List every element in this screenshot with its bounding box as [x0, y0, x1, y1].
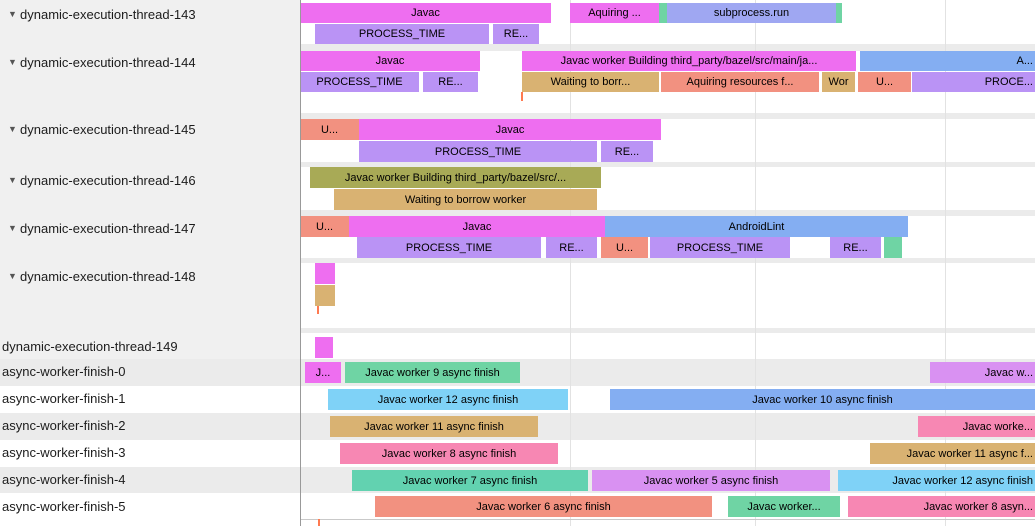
- time-gridline: [755, 0, 756, 526]
- trace-bar[interactable]: Waiting to borr...: [522, 72, 659, 92]
- trace-bar[interactable]: Javac worke...: [918, 416, 1035, 437]
- trace-bar[interactable]: Javac worker 8 asyn...: [848, 496, 1035, 517]
- track-label-row: async-worker-finish-2: [0, 416, 300, 434]
- trace-bar[interactable]: [315, 285, 335, 306]
- track-label-row[interactable]: ▼ dynamic-execution-thread-146: [0, 171, 300, 189]
- trace-bar[interactable]: Javac worker 11 async f...: [870, 443, 1035, 464]
- track-label: async-worker-finish-3: [2, 444, 126, 460]
- collapse-arrow-icon[interactable]: ▼: [8, 271, 17, 281]
- collapse-arrow-icon[interactable]: ▼: [8, 124, 17, 134]
- trace-bar[interactable]: PROCESS_TIME: [315, 24, 489, 44]
- track-label: dynamic-execution-thread-147: [20, 220, 196, 236]
- track-label: async-worker-finish-4: [2, 471, 126, 487]
- trace-bar[interactable]: Javac: [300, 51, 480, 71]
- trace-bar[interactable]: PROCESS_TIME: [357, 237, 541, 258]
- trace-bar[interactable]: [884, 237, 902, 258]
- trace-bar[interactable]: Javac w...: [930, 362, 1035, 383]
- row-stripe: [300, 258, 1035, 263]
- trace-bar[interactable]: U...: [858, 72, 911, 92]
- track-label: async-worker-finish-0: [2, 363, 126, 379]
- collapse-arrow-icon[interactable]: ▼: [8, 9, 17, 19]
- track-label: dynamic-execution-thread-148: [20, 268, 196, 284]
- instant-event-tick[interactable]: [317, 306, 319, 314]
- track-label: dynamic-execution-thread-145: [20, 121, 196, 137]
- row-stripe: [300, 210, 1035, 216]
- trace-bar[interactable]: RE...: [493, 24, 539, 44]
- track-label-row: async-worker-finish-4: [0, 470, 300, 488]
- track-label: dynamic-execution-thread-143: [20, 6, 196, 22]
- trace-bar[interactable]: [315, 263, 335, 284]
- instant-event-tick[interactable]: [318, 519, 320, 526]
- trace-bar[interactable]: Wor: [822, 72, 855, 92]
- time-gridline: [570, 0, 571, 526]
- track-label-row[interactable]: ▼ dynamic-execution-thread-144: [0, 53, 300, 71]
- trace-bar[interactable]: U...: [300, 216, 349, 237]
- trace-bar[interactable]: Javac worker 10 async finish: [610, 389, 1035, 410]
- trace-bar[interactable]: Javac worker 9 async finish: [345, 362, 520, 383]
- track-label-row: dynamic-execution-thread-149: [0, 337, 300, 355]
- trace-bar[interactable]: Aquiring resources f...: [661, 72, 819, 92]
- track-label-row: async-worker-finish-0: [0, 362, 300, 380]
- track-label-row[interactable]: ▼ dynamic-execution-thread-145: [0, 120, 300, 138]
- trace-bar[interactable]: PROCESS_TIME: [359, 141, 597, 162]
- track-label-row: async-worker-finish-5: [0, 497, 300, 515]
- left-panel-background: [0, 0, 300, 359]
- row-stripe: [300, 162, 1035, 167]
- trace-bar[interactable]: Javac worker...: [728, 496, 840, 517]
- track-label-row[interactable]: ▼ dynamic-execution-thread-143: [0, 5, 300, 23]
- trace-bar[interactable]: PROCESS_TIME: [300, 72, 419, 92]
- track-label: async-worker-finish-2: [2, 417, 126, 433]
- trace-bar[interactable]: Javac worker 5 async finish: [592, 470, 830, 491]
- row-stripe: [300, 44, 1035, 51]
- trace-bar[interactable]: RE...: [601, 141, 653, 162]
- track-label-row[interactable]: ▼ dynamic-execution-thread-148: [0, 267, 300, 285]
- trace-bar[interactable]: Javac: [359, 119, 661, 140]
- instant-event-tick[interactable]: [521, 92, 523, 101]
- time-gridline: [945, 0, 946, 526]
- track-label: async-worker-finish-1: [2, 390, 126, 406]
- trace-bar[interactable]: PROCE...: [912, 72, 1035, 92]
- trace-bar[interactable]: U...: [601, 237, 648, 258]
- trace-bar[interactable]: Waiting to borrow worker: [334, 189, 597, 210]
- row-stripe: [300, 113, 1035, 119]
- track-label: async-worker-finish-5: [2, 498, 126, 514]
- trace-bar[interactable]: Javac worker 11 async finish: [330, 416, 538, 437]
- trace-bar[interactable]: Javac worker 12 async finish: [328, 389, 568, 410]
- row-stripe: [300, 328, 1035, 333]
- track-label: dynamic-execution-thread-146: [20, 172, 196, 188]
- track-label-row: async-worker-finish-3: [0, 443, 300, 461]
- trace-bar[interactable]: AndroidLint: [605, 216, 908, 237]
- trace-bar[interactable]: Javac worker Building third_party/bazel/…: [522, 51, 856, 71]
- trace-bar[interactable]: Javac worker 12 async finish: [838, 470, 1035, 491]
- track-label-row: async-worker-finish-1: [0, 389, 300, 407]
- trace-bar[interactable]: A...: [860, 51, 1035, 71]
- trace-bar[interactable]: Aquiring ...: [570, 3, 659, 23]
- trace-bar[interactable]: RE...: [423, 72, 478, 92]
- trace-bar[interactable]: Javac worker 6 async finish: [375, 496, 712, 517]
- trace-bar[interactable]: RE...: [830, 237, 881, 258]
- trace-bar[interactable]: [659, 3, 667, 23]
- collapse-arrow-icon[interactable]: ▼: [8, 175, 17, 185]
- track-label: dynamic-execution-thread-149: [2, 338, 178, 354]
- collapse-arrow-icon[interactable]: ▼: [8, 57, 17, 67]
- trace-bar[interactable]: PROCESS_TIME: [650, 237, 790, 258]
- trace-bar[interactable]: Javac worker Building third_party/bazel/…: [310, 167, 601, 188]
- trace-bar[interactable]: RE...: [546, 237, 597, 258]
- trace-bar[interactable]: [315, 337, 333, 358]
- trace-bar[interactable]: [836, 3, 842, 23]
- panel-divider: [300, 0, 301, 526]
- timeline-bottom-border: [300, 519, 1035, 520]
- track-label-row[interactable]: ▼ dynamic-execution-thread-147: [0, 219, 300, 237]
- trace-bar[interactable]: Javac: [349, 216, 605, 237]
- trace-bar[interactable]: Javac worker 7 async finish: [352, 470, 588, 491]
- trace-bar[interactable]: J...: [305, 362, 341, 383]
- trace-bar[interactable]: Javac: [300, 3, 551, 23]
- trace-bar[interactable]: subprocess.run: [667, 3, 836, 23]
- collapse-arrow-icon[interactable]: ▼: [8, 223, 17, 233]
- trace-bar[interactable]: U...: [300, 119, 359, 140]
- trace-bar[interactable]: Javac worker 8 async finish: [340, 443, 558, 464]
- track-label: dynamic-execution-thread-144: [20, 54, 196, 70]
